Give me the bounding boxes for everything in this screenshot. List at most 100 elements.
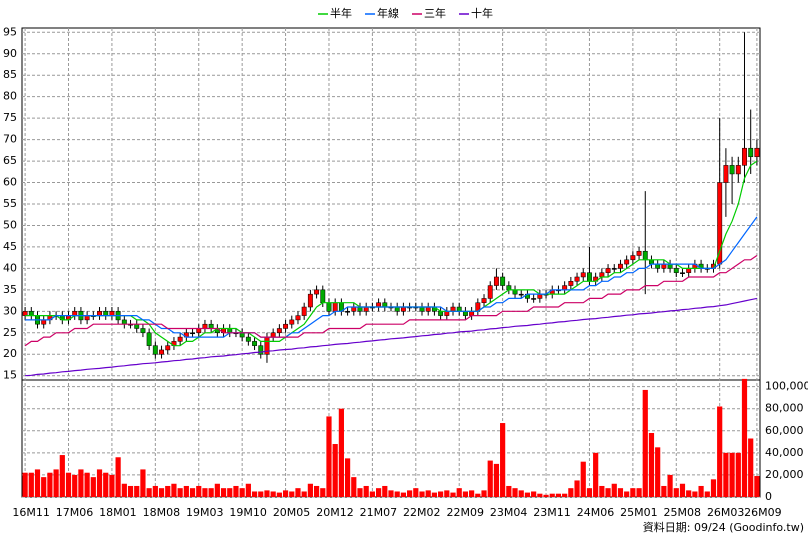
candle-body bbox=[165, 345, 171, 351]
volume-bar bbox=[375, 488, 382, 497]
candle-body bbox=[537, 293, 543, 299]
volume-bar bbox=[282, 490, 289, 497]
x-tick-label: 19M03 bbox=[186, 506, 224, 519]
x-tick-label: 19M10 bbox=[229, 506, 267, 519]
volume-bar bbox=[555, 493, 562, 497]
volume-bar bbox=[531, 491, 537, 497]
candle-body bbox=[450, 306, 456, 312]
y-tick-label: 95 bbox=[3, 25, 17, 38]
candle-body bbox=[258, 345, 264, 355]
y-tick-label: 35 bbox=[3, 283, 17, 296]
volume-bar bbox=[710, 479, 717, 497]
footer: 資料日期: 09/24 (Goodinfo.tw) bbox=[643, 520, 804, 534]
volume-bar bbox=[276, 492, 282, 497]
volume-bar bbox=[140, 469, 146, 497]
volume-bar bbox=[462, 491, 469, 497]
x-tick-label: 23M11 bbox=[533, 506, 571, 519]
candle-body bbox=[531, 298, 537, 300]
volume-bar bbox=[134, 485, 140, 497]
candle-body bbox=[642, 250, 648, 261]
volume-bar bbox=[686, 490, 692, 497]
volume-bar bbox=[313, 485, 320, 497]
candle-body bbox=[587, 272, 592, 282]
candle-body bbox=[630, 255, 636, 261]
volume-bar bbox=[214, 483, 220, 497]
candle-body bbox=[500, 276, 506, 286]
volume-bar bbox=[103, 472, 109, 497]
legend-label: 年線 bbox=[377, 6, 399, 20]
volume-bar bbox=[121, 483, 127, 497]
volume-bar bbox=[438, 491, 444, 497]
candle-body bbox=[611, 268, 617, 270]
volume-bar bbox=[605, 488, 611, 497]
candle-body bbox=[493, 276, 499, 286]
candle-body bbox=[605, 268, 611, 273]
candle-body bbox=[41, 319, 47, 325]
volume-bar bbox=[326, 416, 332, 497]
x-tick-label: 26M03 bbox=[707, 506, 745, 519]
candle-body bbox=[661, 263, 667, 269]
y-tick-label: 0 bbox=[765, 490, 772, 503]
volume-bar bbox=[388, 490, 394, 497]
candle-body bbox=[196, 328, 202, 334]
candle-body bbox=[636, 250, 642, 256]
volume-bar bbox=[72, 474, 78, 497]
volume-bar bbox=[741, 378, 748, 497]
candle-body bbox=[729, 165, 735, 175]
volume-bar bbox=[400, 492, 407, 497]
candle-body bbox=[562, 285, 568, 291]
volume-bar bbox=[425, 490, 431, 497]
x-tick-label: 18M01 bbox=[99, 506, 137, 519]
candle-body bbox=[667, 263, 673, 269]
volume-bar bbox=[506, 485, 512, 497]
ma-line bbox=[24, 255, 758, 347]
ma-line bbox=[25, 216, 758, 338]
candle-body bbox=[345, 311, 351, 313]
x-tick-label: 18M08 bbox=[143, 506, 181, 519]
candle-body bbox=[84, 315, 90, 321]
volume-bar bbox=[586, 488, 593, 497]
volume-bar bbox=[53, 469, 59, 497]
y-tick-label: 70 bbox=[3, 133, 17, 146]
volume-bar bbox=[96, 469, 103, 497]
volume-bar bbox=[220, 488, 227, 497]
volume-bar bbox=[431, 492, 438, 497]
volume-bar bbox=[562, 493, 568, 497]
volume-bar bbox=[146, 488, 152, 497]
candle-body bbox=[276, 328, 282, 334]
candle-body bbox=[22, 311, 28, 316]
volume-bar bbox=[456, 488, 462, 497]
volume-bar bbox=[233, 485, 239, 497]
candle-body bbox=[425, 306, 431, 312]
volume-bar bbox=[382, 485, 388, 497]
volume-bar bbox=[549, 493, 555, 497]
y-tick-label: 40 bbox=[3, 261, 17, 274]
volume-bar bbox=[487, 460, 493, 497]
y-tick-label: 60,000 bbox=[765, 424, 804, 437]
candle-body bbox=[723, 165, 729, 183]
volume-bar bbox=[574, 480, 580, 497]
volume-bar bbox=[655, 447, 661, 497]
volume-bar bbox=[41, 477, 47, 497]
y-tick-label: 45 bbox=[3, 240, 17, 253]
candle-body bbox=[748, 147, 754, 158]
volume-bar bbox=[196, 485, 202, 497]
candle-body bbox=[624, 259, 630, 265]
candle-body bbox=[394, 306, 400, 312]
candle-body bbox=[289, 319, 295, 325]
volume-bar bbox=[524, 492, 531, 497]
candle-body bbox=[382, 302, 388, 308]
ma-line bbox=[25, 297, 758, 377]
volume-bar bbox=[630, 488, 636, 497]
candle-body bbox=[320, 289, 326, 303]
volume-bar bbox=[394, 491, 400, 497]
volume-bar bbox=[444, 490, 450, 497]
volume-bar bbox=[177, 488, 183, 497]
x-tick-label: 22M09 bbox=[446, 506, 484, 519]
candle-body bbox=[481, 298, 487, 303]
volume-bar bbox=[34, 469, 41, 497]
candle-body bbox=[376, 302, 382, 308]
candle-body bbox=[618, 263, 623, 269]
candle-body bbox=[121, 319, 127, 325]
